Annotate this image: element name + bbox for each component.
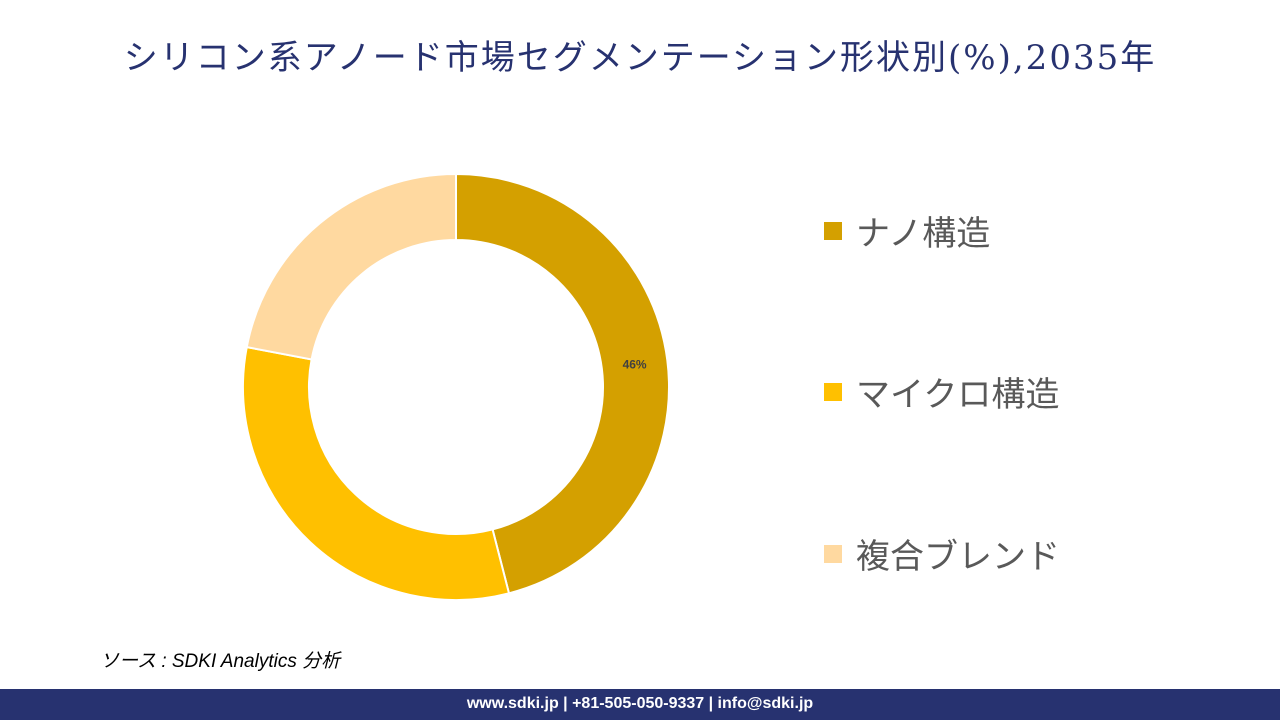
legend-item-micro: マイクロ構造 bbox=[824, 367, 1059, 416]
legend-item-nano: ナノ構造 bbox=[824, 206, 990, 255]
legend-swatch bbox=[824, 382, 842, 401]
legend-item-composite: 複合ブレンド bbox=[824, 529, 1060, 578]
source-note: ソース : SDKI Analytics 分析 bbox=[100, 651, 341, 672]
donut-slice-3 bbox=[245, 172, 457, 361]
donut-slice-2 bbox=[242, 345, 511, 601]
legend-swatch bbox=[824, 221, 842, 240]
footer-contact: www.sdki.jp | +81-505-050-9337 | info@sd… bbox=[466, 695, 814, 712]
donut-slice-1 bbox=[455, 172, 670, 595]
footer-bar: www.sdki.jp | +81-505-050-9337 | info@sd… bbox=[0, 689, 1280, 720]
legend-label: ナノ構造 bbox=[856, 214, 991, 254]
legend-swatch bbox=[824, 544, 842, 563]
data-label: 46% bbox=[623, 357, 647, 371]
legend-label: 複合ブレンド bbox=[856, 537, 1060, 577]
legend-label: マイクロ構造 bbox=[856, 375, 1060, 415]
chart-title: シリコン系アノード市場セグメンテーション形状別(%),2035年 bbox=[123, 38, 1157, 78]
